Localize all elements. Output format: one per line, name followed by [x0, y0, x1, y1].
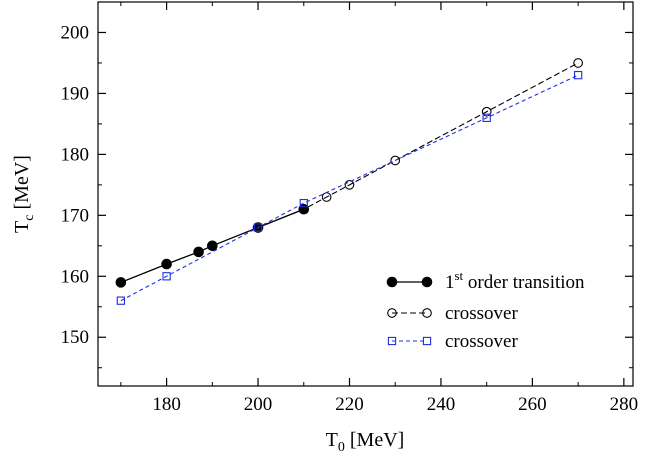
series-0-point-3 — [207, 240, 218, 252]
y-tick-label: 190 — [61, 83, 90, 104]
series-1-point-3 — [344, 180, 355, 190]
series-1-point-0 — [253, 222, 263, 233]
series-1 — [253, 58, 583, 233]
legend-marker-left — [386, 276, 398, 288]
legend-marker-right — [422, 308, 432, 318]
series-1-point-6 — [573, 58, 583, 68]
y-tick-label: 180 — [61, 144, 90, 165]
x-tick-label: 240 — [427, 394, 456, 415]
x-axis-title: T0 [MeV] — [326, 429, 405, 455]
legend-marker-left — [387, 336, 397, 346]
x-tick-label: 260 — [518, 394, 547, 415]
legend-label: crossover — [445, 303, 518, 324]
plot-frame — [97, 1, 634, 387]
series-1-point-1 — [298, 204, 309, 215]
x-tick-label: 280 — [610, 394, 639, 415]
y-axis-title: Tc [MeV] — [11, 155, 37, 233]
x-tick-label: 200 — [244, 394, 273, 415]
x-tick-label: 220 — [335, 394, 364, 415]
legend-label: 1st order transition — [445, 268, 585, 293]
series-2 — [116, 70, 583, 305]
series-2-point-4 — [482, 113, 491, 122]
series-1-point-5 — [481, 106, 492, 117]
legend-marker-right — [421, 276, 433, 288]
legend-marker-left — [387, 308, 397, 318]
series-line-0 — [120, 208, 305, 283]
series-0-point-2 — [193, 246, 204, 258]
y-tick-label: 150 — [61, 327, 90, 348]
legend-entry-2: crossover — [387, 331, 518, 352]
series-2-point-1 — [162, 272, 171, 281]
series-2-point-2 — [253, 223, 263, 232]
series-2-point-5 — [573, 70, 583, 80]
legend-marker-right — [422, 336, 432, 346]
x-tick-label: 180 — [152, 394, 181, 415]
legend-entry-0: 1st order transition — [386, 268, 585, 293]
series-0 — [115, 203, 310, 288]
y-tick-label: 160 — [61, 266, 90, 287]
series-line-1 — [257, 62, 579, 229]
series-line-2 — [120, 74, 579, 302]
y-tick-label: 200 — [61, 22, 90, 43]
series-2-point-3 — [299, 198, 308, 208]
legend-entry-1: crossover — [387, 303, 518, 324]
series-0-point-0 — [115, 277, 127, 288]
series-2-point-0 — [116, 296, 126, 305]
legend-label: crossover — [445, 331, 518, 352]
y-tick-label: 170 — [61, 205, 90, 226]
series-0-point-1 — [161, 258, 172, 270]
series-1-point-4 — [390, 155, 401, 166]
